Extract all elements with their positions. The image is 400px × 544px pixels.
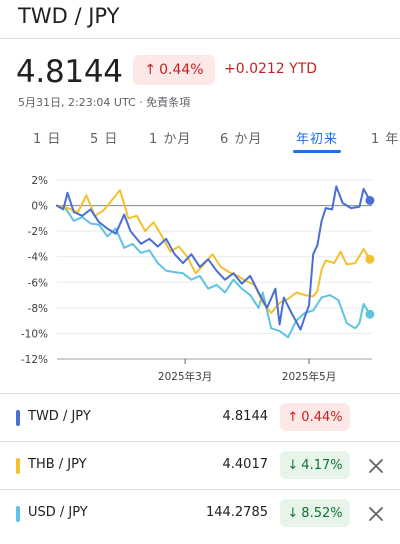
legend-change-badge: ↑ 0.44% bbox=[280, 403, 350, 431]
legend-rate-value: 4.4017 bbox=[222, 457, 269, 472]
legend-change-badge: ↓ 8.52% bbox=[280, 499, 350, 527]
tab-1d[interactable]: 1 日 bbox=[33, 132, 62, 147]
arrow-down-icon: ↓ bbox=[287, 457, 299, 473]
legend-pair-name: TWD / JPY bbox=[28, 409, 91, 424]
current-price: 4.8144 bbox=[16, 54, 123, 90]
tab-6m[interactable]: 6 か月 bbox=[220, 132, 263, 147]
series-line-twd bbox=[56, 185, 371, 331]
legend-divider bbox=[0, 489, 400, 490]
change-percent: 0.44% bbox=[159, 62, 204, 78]
legend-divider-top bbox=[0, 393, 400, 394]
legend-change-percent: 4.17% bbox=[301, 457, 343, 473]
tab-5d[interactable]: 5 日 bbox=[90, 132, 119, 147]
series-end-dot-thb bbox=[365, 254, 375, 264]
y-tick-label: 0% bbox=[31, 201, 48, 213]
tab-1m[interactable]: 1 か月 bbox=[149, 132, 192, 147]
series-color-swatch bbox=[16, 458, 20, 474]
arrow-down-icon: ↓ bbox=[287, 505, 299, 521]
y-tick-label: -4% bbox=[28, 252, 48, 264]
y-tick-label: -8% bbox=[28, 303, 48, 315]
timestamp-disclaimer[interactable]: 5月31日, 2:23:04 UTC · 免責条項 bbox=[18, 96, 191, 109]
header-divider bbox=[0, 38, 400, 39]
legend-pair-name: THB / JPY bbox=[28, 457, 87, 472]
legend-pair-name: USD / JPY bbox=[28, 505, 88, 520]
legend-row-twd[interactable]: TWD / JPY 4.8144 ↑ 0.44% bbox=[0, 394, 400, 442]
series-end-dot-twd bbox=[365, 195, 375, 205]
series-end-dot-usd bbox=[365, 309, 375, 319]
legend-row-usd[interactable]: USD / JPY 144.2785 ↓ 8.52% bbox=[0, 490, 400, 538]
comparison-chart[interactable]: 2% 0% -2% -4% -6% -8% -10% -12% 2025年3月 2025年5月 bbox=[0, 170, 400, 385]
y-tick-label: -2% bbox=[28, 226, 48, 238]
legend-rate-value: 144.2785 bbox=[205, 505, 268, 520]
pair-title: TWD / JPY bbox=[18, 4, 120, 28]
series-color-swatch bbox=[16, 506, 20, 522]
legend-change-percent: 0.44% bbox=[301, 409, 343, 425]
series-line-usd bbox=[56, 204, 371, 339]
legend-change-badge: ↓ 4.17% bbox=[280, 451, 350, 479]
arrow-up-icon: ↑ bbox=[287, 409, 299, 425]
x-tick-label: 2025年3月 bbox=[158, 370, 212, 383]
tab-ytd[interactable]: 年初来 bbox=[296, 132, 339, 147]
ytd-change: +0.0212 YTD bbox=[224, 61, 318, 77]
y-tick-label: -12% bbox=[21, 354, 48, 366]
legend-divider bbox=[0, 441, 400, 442]
x-tick-label: 2025年5月 bbox=[282, 370, 336, 383]
legend-change-percent: 8.52% bbox=[301, 505, 343, 521]
remove-comparison-icon[interactable] bbox=[366, 504, 386, 524]
legend-rate-value: 4.8144 bbox=[222, 409, 269, 424]
arrow-up-icon: ↑ bbox=[144, 62, 157, 78]
y-tick-label: -10% bbox=[21, 328, 48, 340]
tab-1y[interactable]: 1 年 bbox=[371, 132, 400, 147]
y-tick-label: 2% bbox=[31, 175, 48, 187]
series-line-thb bbox=[56, 189, 371, 314]
legend-row-thb[interactable]: THB / JPY 4.4017 ↓ 4.17% bbox=[0, 442, 400, 490]
selected-tab-indicator bbox=[293, 150, 341, 153]
remove-comparison-icon[interactable] bbox=[366, 456, 386, 476]
change-badge: ↑ 0.44% bbox=[133, 55, 215, 85]
series-color-swatch bbox=[16, 410, 20, 426]
y-tick-label: -6% bbox=[28, 277, 48, 289]
